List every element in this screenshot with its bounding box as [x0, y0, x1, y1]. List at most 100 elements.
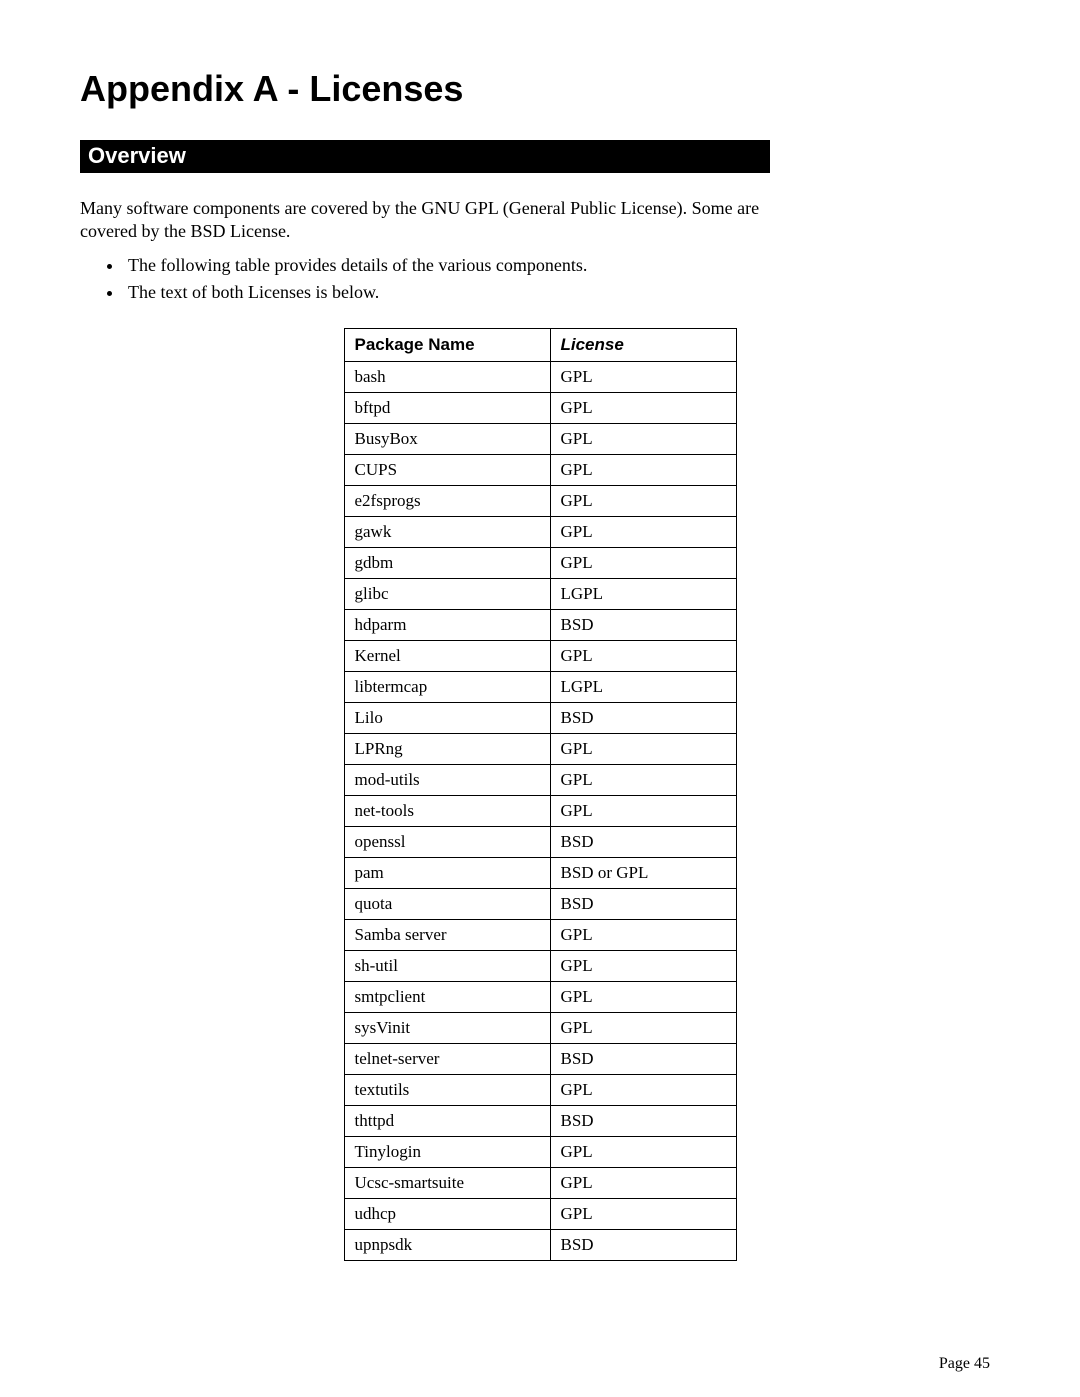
list-item: The following table provides details of … — [124, 252, 1000, 279]
section-header-overview: Overview — [80, 140, 770, 173]
table-row: upnpsdkBSD — [344, 1230, 736, 1261]
table-row: sh-utilGPL — [344, 951, 736, 982]
cell-license: GPL — [550, 486, 736, 517]
table-row: glibcLGPL — [344, 579, 736, 610]
cell-license: GPL — [550, 796, 736, 827]
table-row: LPRngGPL — [344, 734, 736, 765]
cell-license: BSD — [550, 889, 736, 920]
cell-package: gdbm — [344, 548, 550, 579]
table-row: BusyBoxGPL — [344, 424, 736, 455]
cell-package: Samba server — [344, 920, 550, 951]
cell-package: sysVinit — [344, 1013, 550, 1044]
cell-package: BusyBox — [344, 424, 550, 455]
cell-package: sh-util — [344, 951, 550, 982]
table-row: bftpdGPL — [344, 393, 736, 424]
cell-license: BSD — [550, 1044, 736, 1075]
cell-license: LGPL — [550, 672, 736, 703]
cell-license: GPL — [550, 362, 736, 393]
cell-license: GPL — [550, 1013, 736, 1044]
cell-license: GPL — [550, 548, 736, 579]
table-row: opensslBSD — [344, 827, 736, 858]
cell-package: net-tools — [344, 796, 550, 827]
license-table: Package Name License bashGPLbftpdGPLBusy… — [344, 328, 737, 1261]
cell-license: GPL — [550, 920, 736, 951]
cell-package: Tinylogin — [344, 1137, 550, 1168]
cell-license: BSD or GPL — [550, 858, 736, 889]
table-row: net-toolsGPL — [344, 796, 736, 827]
cell-license: GPL — [550, 982, 736, 1013]
cell-license: GPL — [550, 1137, 736, 1168]
table-row: libtermcapLGPL — [344, 672, 736, 703]
cell-license: BSD — [550, 1106, 736, 1137]
cell-package: Ucsc-smartsuite — [344, 1168, 550, 1199]
table-row: smtpclientGPL — [344, 982, 736, 1013]
table-row: mod-utilsGPL — [344, 765, 736, 796]
table-wrap: Package Name License bashGPLbftpdGPLBusy… — [80, 328, 1000, 1261]
cell-license: LGPL — [550, 579, 736, 610]
cell-license: GPL — [550, 951, 736, 982]
page-title: Appendix A - Licenses — [80, 68, 1000, 110]
table-row: textutilsGPL — [344, 1075, 736, 1106]
cell-license: BSD — [550, 827, 736, 858]
table-header-row: Package Name License — [344, 329, 736, 362]
cell-package: thttpd — [344, 1106, 550, 1137]
cell-package: telnet-server — [344, 1044, 550, 1075]
cell-license: GPL — [550, 1075, 736, 1106]
list-item: The text of both Licenses is below. — [124, 279, 1000, 306]
cell-package: bftpd — [344, 393, 550, 424]
cell-package: hdparm — [344, 610, 550, 641]
col-header-license: License — [550, 329, 736, 362]
table-row: sysVinitGPL — [344, 1013, 736, 1044]
table-row: gawkGPL — [344, 517, 736, 548]
cell-package: upnpsdk — [344, 1230, 550, 1261]
table-row: thttpdBSD — [344, 1106, 736, 1137]
table-row: KernelGPL — [344, 641, 736, 672]
table-row: Samba serverGPL — [344, 920, 736, 951]
cell-package: e2fsprogs — [344, 486, 550, 517]
intro-paragraph: Many software components are covered by … — [80, 197, 800, 242]
cell-license: GPL — [550, 517, 736, 548]
table-row: Ucsc-smartsuiteGPL — [344, 1168, 736, 1199]
cell-license: GPL — [550, 1199, 736, 1230]
cell-license: GPL — [550, 641, 736, 672]
cell-package: libtermcap — [344, 672, 550, 703]
table-row: hdparmBSD — [344, 610, 736, 641]
col-header-package: Package Name — [344, 329, 550, 362]
cell-license: GPL — [550, 734, 736, 765]
table-row: CUPSGPL — [344, 455, 736, 486]
cell-license: BSD — [550, 703, 736, 734]
cell-license: GPL — [550, 1168, 736, 1199]
cell-package: pam — [344, 858, 550, 889]
cell-package: Lilo — [344, 703, 550, 734]
table-row: telnet-serverBSD — [344, 1044, 736, 1075]
cell-license: GPL — [550, 765, 736, 796]
cell-package: CUPS — [344, 455, 550, 486]
cell-license: GPL — [550, 393, 736, 424]
cell-license: BSD — [550, 1230, 736, 1261]
table-row: TinyloginGPL — [344, 1137, 736, 1168]
table-row: e2fsprogsGPL — [344, 486, 736, 517]
table-row: gdbmGPL — [344, 548, 736, 579]
cell-package: openssl — [344, 827, 550, 858]
cell-package: glibc — [344, 579, 550, 610]
cell-package: smtpclient — [344, 982, 550, 1013]
cell-license: BSD — [550, 610, 736, 641]
cell-package: gawk — [344, 517, 550, 548]
table-row: bashGPL — [344, 362, 736, 393]
cell-package: Kernel — [344, 641, 550, 672]
cell-package: LPRng — [344, 734, 550, 765]
table-row: quotaBSD — [344, 889, 736, 920]
cell-package: bash — [344, 362, 550, 393]
cell-package: udhcp — [344, 1199, 550, 1230]
cell-package: textutils — [344, 1075, 550, 1106]
cell-package: quota — [344, 889, 550, 920]
table-row: pamBSD or GPL — [344, 858, 736, 889]
page-number: Page 45 — [939, 1355, 990, 1373]
cell-package: mod-utils — [344, 765, 550, 796]
cell-license: GPL — [550, 424, 736, 455]
cell-license: GPL — [550, 455, 736, 486]
page: Appendix A - Licenses Overview Many soft… — [0, 0, 1080, 1397]
table-row: LiloBSD — [344, 703, 736, 734]
bullet-list: The following table provides details of … — [80, 252, 1000, 306]
table-row: udhcpGPL — [344, 1199, 736, 1230]
